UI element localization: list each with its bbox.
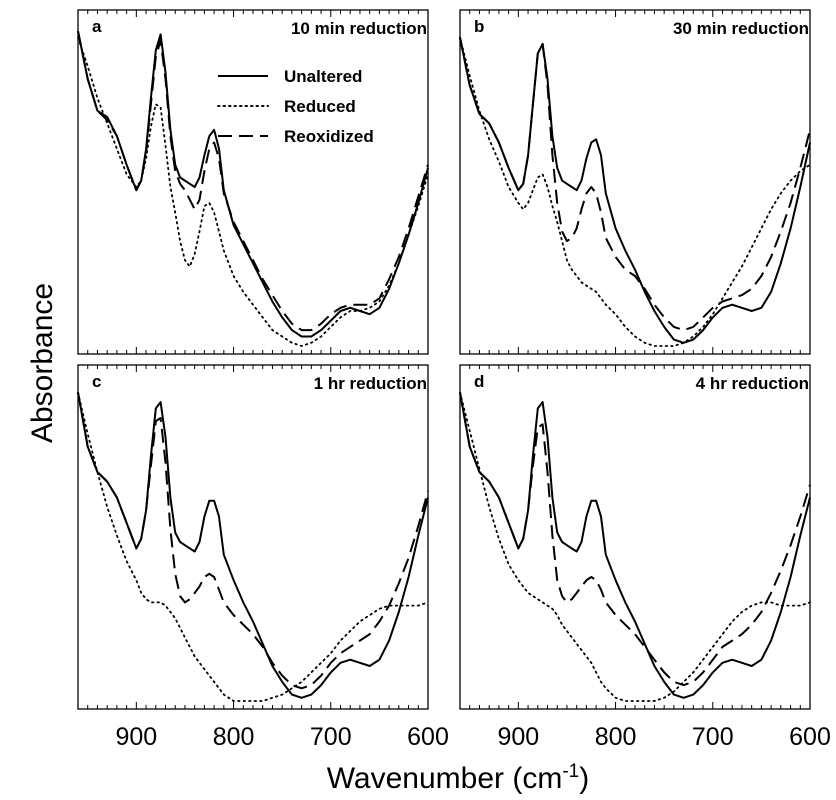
legend-label: Unaltered [284, 67, 362, 86]
x-axis-label: Wavenumber (cm-1) [327, 761, 590, 795]
panel-letter: a [92, 17, 102, 36]
legend: Unaltered Reduced Reoxidized [217, 67, 374, 146]
series-unaltered [77, 392, 429, 699]
x-tick-label: 900 [497, 723, 539, 751]
panel-d: 900 800 700 600 d 4 hr reduction [459, 364, 831, 751]
x-tick-label: 800 [595, 723, 637, 751]
panel-title: 1 hr reduction [314, 374, 427, 393]
plot-frame [77, 364, 429, 710]
series-reduced [459, 391, 811, 702]
panel-title: 4 hr reduction [696, 374, 809, 393]
x-tick-label: 700 [692, 723, 734, 751]
panel-letter: b [474, 17, 484, 36]
panel-title: 30 min reduction [673, 19, 809, 38]
x-axis-title: Wavenumber (cm-1) [327, 761, 590, 795]
x-tick-label: 700 [310, 723, 352, 751]
plot-frame [459, 364, 811, 710]
series-reoxidized [77, 392, 429, 690]
plot-frame [459, 9, 811, 355]
series-reoxidized [459, 37, 811, 332]
panel-a: a 10 min reduction [77, 9, 429, 355]
panels-group: a 10 min reduction b 30 min reduction 900 800… [77, 9, 831, 751]
panel-letter: d [474, 372, 484, 391]
panel-b: b 30 min reduction [459, 9, 811, 355]
panel-c: 900 800 700 600 c 1 hr reduction [77, 364, 449, 751]
panel-title: 10 min reduction [291, 19, 427, 38]
plot-frame [77, 9, 429, 355]
series-reoxidized [459, 392, 811, 687]
legend-label: Reoxidized [284, 127, 374, 146]
y-axis-title: Absorbance [26, 283, 59, 443]
series-reoxidized [77, 31, 429, 332]
x-tick-label: 600 [407, 723, 449, 751]
series-reduced [77, 391, 429, 702]
x-tick-label: 600 [789, 723, 831, 751]
series-reduced [459, 36, 811, 347]
panel-letter: c [92, 372, 101, 391]
series-unaltered [459, 37, 811, 344]
series-unaltered [459, 392, 811, 699]
x-tick-label: 900 [115, 723, 157, 751]
x-tick-label: 800 [213, 723, 255, 751]
legend-label: Reduced [284, 97, 356, 116]
y-axis-label: Absorbance [26, 283, 59, 443]
